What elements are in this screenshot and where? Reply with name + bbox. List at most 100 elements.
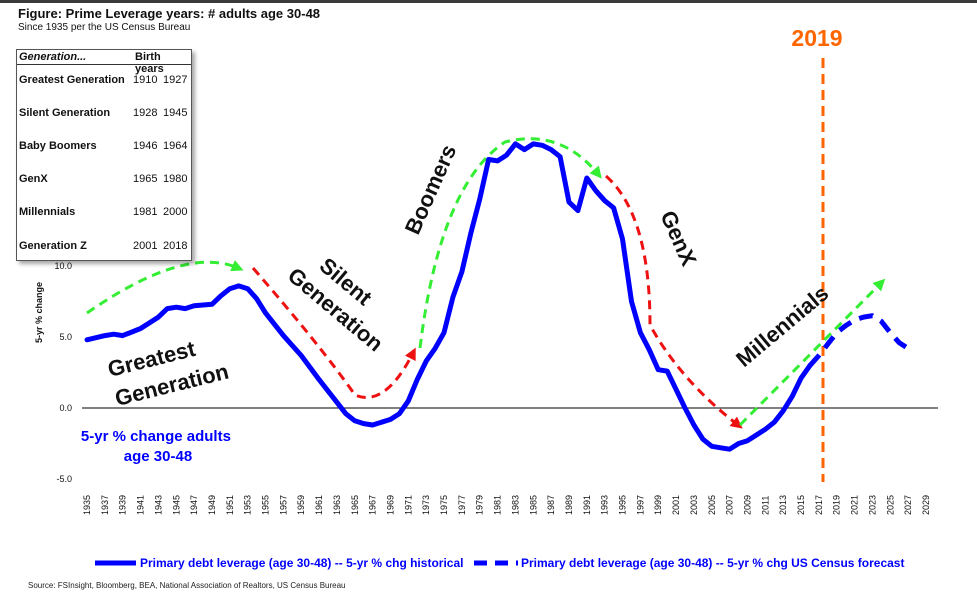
- x-tick-label: 1963: [332, 495, 342, 515]
- x-tick-label: 1943: [153, 495, 163, 515]
- chart-subtitle: Since 1935 per the US Census Bureau: [18, 22, 191, 33]
- x-tick-label: 1965: [350, 495, 360, 515]
- table-row: Silent Generation 1928 1945: [17, 107, 191, 123]
- x-tick-label: 1961: [314, 495, 324, 515]
- millennials-trend-arrow: [738, 278, 886, 427]
- silent-generation-label: Silent Generation: [283, 241, 406, 356]
- x-tick-label: 2007: [725, 495, 735, 515]
- legend-historical-label: Primary debt leverage (age 30-48) -- 5-y…: [140, 556, 463, 570]
- year-2019-label: 2019: [791, 25, 842, 51]
- y-tick-label: 10.0: [54, 261, 72, 271]
- x-tick-label: 1997: [635, 495, 645, 515]
- x-tick-label: 1975: [439, 495, 449, 515]
- x-tick-label: 2009: [743, 495, 753, 515]
- x-tick-label: 2005: [707, 495, 717, 515]
- x-tick-label: 1977: [457, 495, 467, 515]
- birth-year-start: 1928: [133, 107, 158, 119]
- x-tick-label: 1957: [278, 495, 288, 515]
- x-tick-label: 1993: [600, 495, 610, 515]
- x-tick-label: 1971: [403, 495, 413, 515]
- x-tick-label: 1953: [243, 495, 253, 515]
- series-forecast-line: [808, 313, 910, 368]
- x-tick-label: 1987: [546, 495, 556, 515]
- birth-year-start: 1946: [133, 140, 158, 152]
- x-tick-label: 2023: [867, 495, 877, 515]
- x-tick-label: 1991: [582, 495, 592, 515]
- y-axis-title: 5-yr % change: [34, 282, 44, 343]
- silent-trend-arrow: [251, 267, 416, 399]
- table-row: Baby Boomers 1946 1964: [17, 140, 191, 156]
- generation-name: Baby Boomers: [19, 140, 97, 152]
- generation-name: GenX: [19, 173, 48, 185]
- x-axis-ticks: 1935 1937 1939 1941 1943 1945 1947 1949 1951 1953…: [82, 495, 931, 515]
- birth-year-end: 1980: [163, 173, 188, 185]
- x-tick-label: 2027: [903, 495, 913, 515]
- series-annotation-label: 5-yr % change adults age 30-48: [81, 428, 235, 465]
- y-tick-label: -5.0: [56, 474, 72, 484]
- x-tick-label: 2025: [885, 495, 895, 515]
- birth-year-start: 1965: [133, 173, 158, 185]
- x-tick-label: 1955: [261, 495, 271, 515]
- x-tick-label: 1959: [296, 495, 306, 515]
- table-row: Greatest Generation 1910 1927: [17, 74, 191, 90]
- birth-year-start: 2001: [133, 240, 158, 252]
- header-generation: Generation...: [19, 51, 87, 63]
- x-tick-label: 2001: [671, 495, 681, 515]
- table-row: GenX 1965 1980: [17, 173, 191, 189]
- source-note: Source: FSInsight, Bloomberg, BEA, Natio…: [28, 581, 346, 590]
- x-tick-label: 2019: [832, 495, 842, 515]
- birth-year-end: 1945: [163, 107, 188, 119]
- x-tick-label: 1995: [618, 495, 628, 515]
- x-tick-label: 1969: [386, 495, 396, 515]
- x-tick-label: 1941: [136, 495, 146, 515]
- boomers-label: Boomers: [400, 141, 462, 238]
- birth-year-start: 1981: [133, 206, 158, 218]
- birth-year-end: 2000: [163, 206, 188, 218]
- x-tick-label: 1949: [207, 495, 217, 515]
- x-tick-label: 1937: [100, 495, 110, 515]
- chart-title: Figure: Prime Leverage years: # adults a…: [18, 6, 321, 21]
- x-tick-label: 2011: [760, 496, 770, 515]
- x-tick-label: 1935: [82, 495, 92, 515]
- y-tick-label: 5.0: [59, 332, 72, 342]
- x-tick-label: 2013: [778, 495, 788, 515]
- birth-year-end: 1964: [163, 140, 188, 152]
- generations-table-header: Generation... Birth years: [17, 50, 191, 75]
- x-tick-label: 1979: [475, 495, 485, 515]
- y-tick-label: 0.0: [59, 403, 72, 413]
- x-tick-label: 2029: [921, 495, 931, 515]
- generations-table: Generation... Birth years Greatest Gener…: [16, 49, 192, 261]
- x-tick-label: 1967: [368, 495, 378, 515]
- header-birth-years: Birth years: [135, 51, 164, 75]
- x-tick-label: 1973: [421, 495, 431, 515]
- x-tick-label: 1951: [225, 495, 235, 515]
- legend: Primary debt leverage (age 30-48) -- 5-y…: [95, 556, 904, 570]
- table-row: Millennials 1981 2000: [17, 206, 191, 222]
- genx-label: GenX: [655, 207, 701, 270]
- x-tick-label: 1947: [189, 495, 199, 515]
- x-tick-label: 1989: [564, 495, 574, 515]
- x-tick-label: 1983: [510, 495, 520, 515]
- genx-trend-arrow: [605, 174, 743, 429]
- birth-year-end: 2018: [163, 240, 188, 252]
- greatest-trend-arrow: [86, 260, 244, 315]
- x-tick-label: 2017: [814, 495, 824, 515]
- birth-year-start: 1910: [133, 74, 158, 86]
- series-historical-line: [84, 141, 813, 452]
- x-tick-label: 1945: [171, 495, 181, 515]
- x-tick-label: 1939: [118, 495, 128, 515]
- x-tick-label: 2003: [689, 495, 699, 515]
- birth-year-end: 1927: [163, 74, 188, 86]
- generation-name: Greatest Generation: [19, 74, 125, 86]
- generation-name: Millennials: [19, 206, 76, 218]
- legend-forecast-label: Primary debt leverage (age 30-48) -- 5-y…: [521, 556, 904, 570]
- boomers-trend-arrow: [418, 137, 602, 349]
- generation-name: Generation Z: [19, 240, 87, 252]
- x-tick-label: 2021: [850, 495, 860, 515]
- x-tick-label: 2015: [796, 495, 806, 515]
- x-tick-label: 1981: [493, 495, 503, 515]
- greatest-generation-label: Greatest Generation: [105, 329, 231, 410]
- generation-name: Silent Generation: [19, 107, 111, 119]
- table-row: Generation Z 2001 2018: [17, 240, 191, 256]
